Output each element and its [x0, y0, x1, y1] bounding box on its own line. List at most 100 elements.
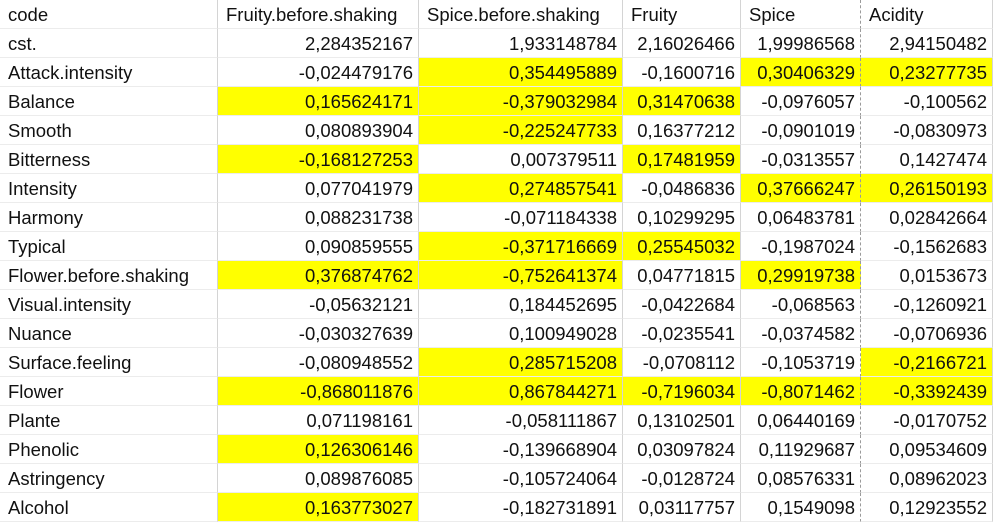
data-cell[interactable]: -0,0170752	[861, 406, 993, 435]
data-cell[interactable]: 0,126306146	[218, 435, 419, 464]
data-cell[interactable]: 0,354495889	[419, 58, 623, 87]
data-cell[interactable]: 0,08962023	[861, 464, 993, 493]
data-cell[interactable]: -0,0901019	[741, 116, 861, 145]
data-cell[interactable]: 0,06483781	[741, 203, 861, 232]
data-cell[interactable]: 0,08576331	[741, 464, 861, 493]
data-cell[interactable]: 0,088231738	[218, 203, 419, 232]
data-cell[interactable]: -0,0235541	[623, 319, 741, 348]
data-cell[interactable]: 0,274857541	[419, 174, 623, 203]
header-cell-spice-before-shaking[interactable]: Spice.before.shaking	[419, 0, 623, 29]
row-label-cell[interactable]: Nuance	[0, 319, 218, 348]
data-cell[interactable]: 0,29919738	[741, 261, 861, 290]
header-cell-acidity[interactable]: Acidity	[861, 0, 993, 29]
data-cell[interactable]: -0,2166721	[861, 348, 993, 377]
data-cell[interactable]: -0,0976057	[741, 87, 861, 116]
data-cell[interactable]: 0,02842664	[861, 203, 993, 232]
data-cell[interactable]: 0,0153673	[861, 261, 993, 290]
data-cell[interactable]: -0,05632121	[218, 290, 419, 319]
data-cell[interactable]: 1,99986568	[741, 29, 861, 58]
header-cell-fruity[interactable]: Fruity	[623, 0, 741, 29]
data-cell[interactable]: -0,1053719	[741, 348, 861, 377]
row-label-cell[interactable]: Smooth	[0, 116, 218, 145]
data-cell[interactable]: -0,752641374	[419, 261, 623, 290]
data-cell[interactable]: -0,0708112	[623, 348, 741, 377]
data-cell[interactable]: 2,16026466	[623, 29, 741, 58]
data-cell[interactable]: 0,03097824	[623, 435, 741, 464]
data-cell[interactable]: -0,0706936	[861, 319, 993, 348]
row-label-cell[interactable]: Plante	[0, 406, 218, 435]
row-label-cell[interactable]: Attack.intensity	[0, 58, 218, 87]
data-cell[interactable]: 0,03117757	[623, 493, 741, 522]
row-label-cell[interactable]: Flower	[0, 377, 218, 406]
row-label-cell[interactable]: Astringency	[0, 464, 218, 493]
row-label-cell[interactable]: cst.	[0, 29, 218, 58]
data-cell[interactable]: -0,071184338	[419, 203, 623, 232]
data-cell[interactable]: 0,25545032	[623, 232, 741, 261]
data-cell[interactable]: -0,030327639	[218, 319, 419, 348]
row-label-cell[interactable]: Balance	[0, 87, 218, 116]
data-cell[interactable]: 0,04771815	[623, 261, 741, 290]
row-label-cell[interactable]: Bitterness	[0, 145, 218, 174]
data-cell[interactable]: 1,933148784	[419, 29, 623, 58]
data-cell[interactable]: -0,1987024	[741, 232, 861, 261]
data-cell[interactable]: -0,024479176	[218, 58, 419, 87]
data-cell[interactable]: 0,080893904	[218, 116, 419, 145]
data-cell[interactable]: 0,071198161	[218, 406, 419, 435]
header-cell-code[interactable]: code	[0, 0, 218, 29]
row-label-cell[interactable]: Phenolic	[0, 435, 218, 464]
data-cell[interactable]: -0,225247733	[419, 116, 623, 145]
data-cell[interactable]: 0,163773027	[218, 493, 419, 522]
data-cell[interactable]: 0,13102501	[623, 406, 741, 435]
data-cell[interactable]: -0,0313557	[741, 145, 861, 174]
data-cell[interactable]: -0,0422684	[623, 290, 741, 319]
row-label-cell[interactable]: Typical	[0, 232, 218, 261]
data-cell[interactable]: 0,285715208	[419, 348, 623, 377]
data-cell[interactable]: -0,0374582	[741, 319, 861, 348]
row-label-cell[interactable]: Intensity	[0, 174, 218, 203]
data-cell[interactable]: 0,09534609	[861, 435, 993, 464]
data-cell[interactable]: -0,0486836	[623, 174, 741, 203]
header-cell-fruity-before-shaking[interactable]: Fruity.before.shaking	[218, 0, 419, 29]
data-cell[interactable]: -0,1562683	[861, 232, 993, 261]
data-cell[interactable]: 0,376874762	[218, 261, 419, 290]
data-cell[interactable]: 0,165624171	[218, 87, 419, 116]
header-cell-spice[interactable]: Spice	[741, 0, 861, 29]
data-cell[interactable]: 0,26150193	[861, 174, 993, 203]
data-cell[interactable]: -0,8071462	[741, 377, 861, 406]
data-cell[interactable]: 0,1427474	[861, 145, 993, 174]
data-cell[interactable]: -0,3392439	[861, 377, 993, 406]
data-cell[interactable]: -0,182731891	[419, 493, 623, 522]
data-cell[interactable]: 0,12923552	[861, 493, 993, 522]
row-label-cell[interactable]: Surface.feeling	[0, 348, 218, 377]
data-cell[interactable]: -0,0128724	[623, 464, 741, 493]
data-cell[interactable]: 0,23277735	[861, 58, 993, 87]
data-cell[interactable]: 0,007379511	[419, 145, 623, 174]
data-cell[interactable]: -0,139668904	[419, 435, 623, 464]
data-cell[interactable]: 0,867844271	[419, 377, 623, 406]
data-cell[interactable]: -0,1260921	[861, 290, 993, 319]
data-cell[interactable]: 0,16377212	[623, 116, 741, 145]
data-cell[interactable]: 0,077041979	[218, 174, 419, 203]
data-cell[interactable]: 2,284352167	[218, 29, 419, 58]
data-cell[interactable]: 0,30406329	[741, 58, 861, 87]
data-cell[interactable]: 0,100949028	[419, 319, 623, 348]
data-cell[interactable]: -0,0830973	[861, 116, 993, 145]
data-cell[interactable]: 0,17481959	[623, 145, 741, 174]
data-cell[interactable]: 0,11929687	[741, 435, 861, 464]
data-cell[interactable]: 0,184452695	[419, 290, 623, 319]
data-cell[interactable]: -0,105724064	[419, 464, 623, 493]
data-cell[interactable]: 0,1549098	[741, 493, 861, 522]
data-cell[interactable]: -0,7196034	[623, 377, 741, 406]
data-cell[interactable]: -0,868011876	[218, 377, 419, 406]
data-cell[interactable]: 0,090859555	[218, 232, 419, 261]
row-label-cell[interactable]: Visual.intensity	[0, 290, 218, 319]
data-cell[interactable]: 0,06440169	[741, 406, 861, 435]
data-cell[interactable]: 2,94150482	[861, 29, 993, 58]
data-cell[interactable]: 0,37666247	[741, 174, 861, 203]
data-cell[interactable]: -0,068563	[741, 290, 861, 319]
data-cell[interactable]: -0,168127253	[218, 145, 419, 174]
data-cell[interactable]: -0,080948552	[218, 348, 419, 377]
data-cell[interactable]: -0,058111867	[419, 406, 623, 435]
data-cell[interactable]: -0,1600716	[623, 58, 741, 87]
data-cell[interactable]: 0,089876085	[218, 464, 419, 493]
